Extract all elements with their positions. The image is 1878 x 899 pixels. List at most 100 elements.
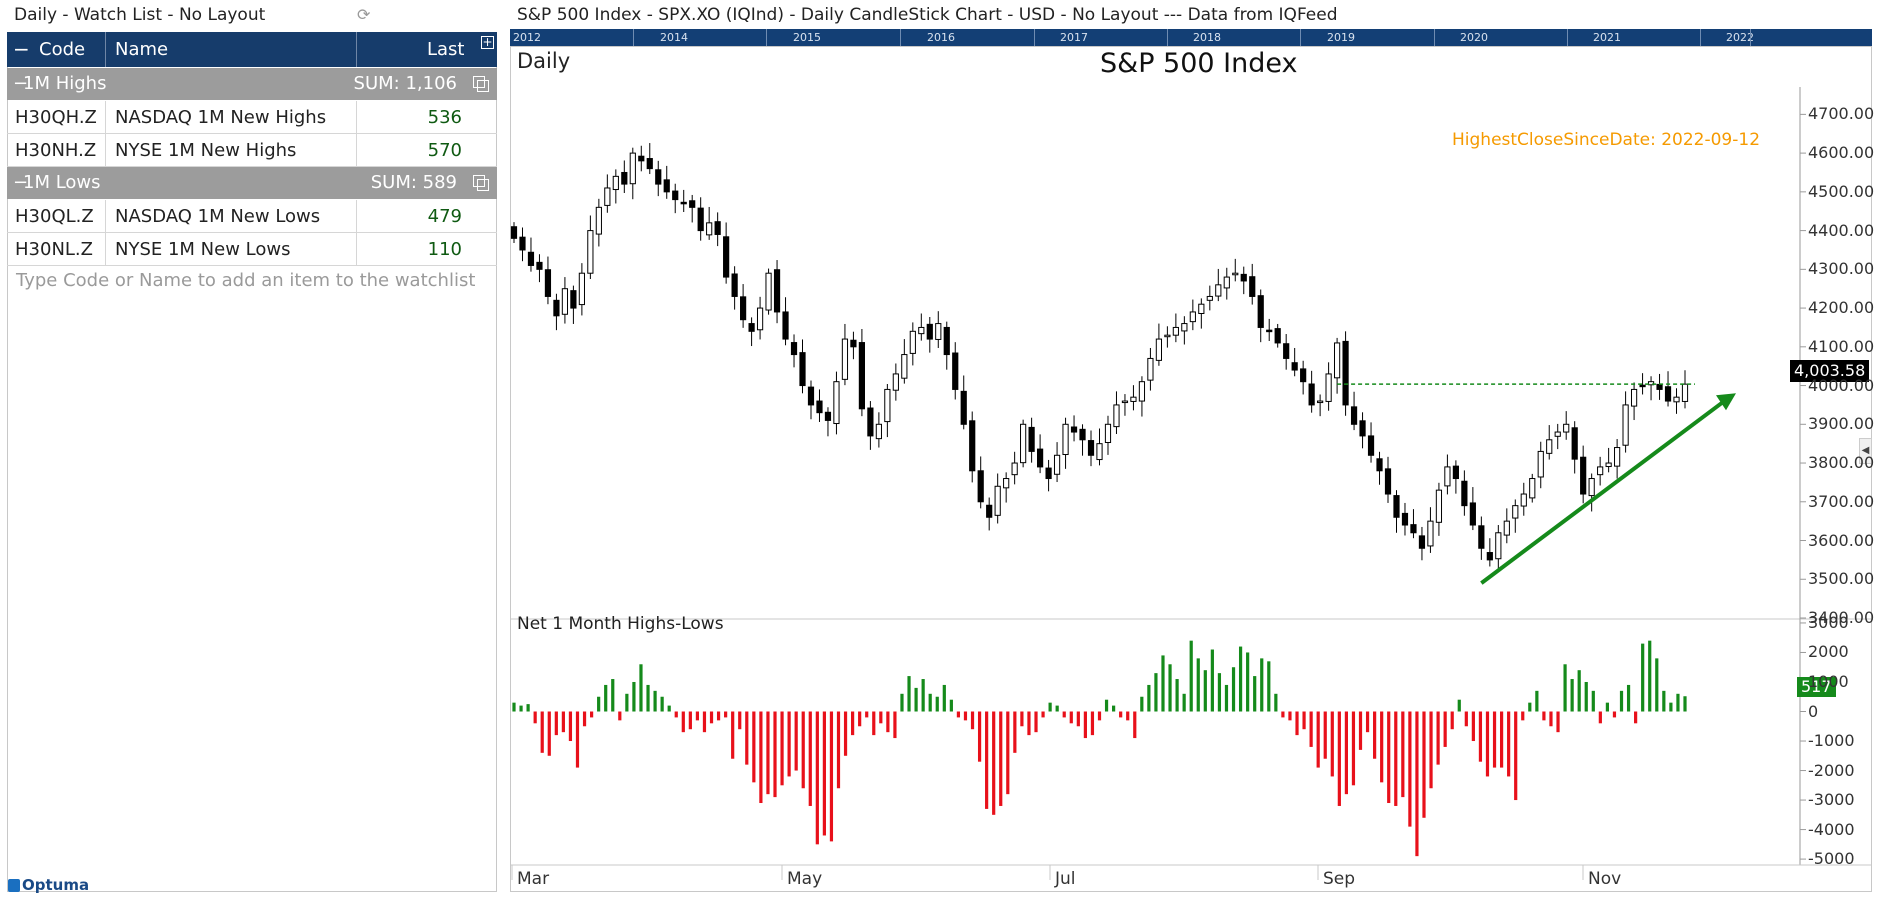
expand-icon[interactable]: + xyxy=(481,35,494,49)
price-axis-label: 3700.00 xyxy=(1808,491,1875,511)
price-axis-label: 4100.00 xyxy=(1808,336,1875,356)
net-highs-lows-bar xyxy=(1168,664,1172,712)
net-highs-lows-bar xyxy=(1605,702,1610,712)
add-item-input[interactable]: Type Code or Name to add an item to the … xyxy=(16,270,476,291)
candle-body xyxy=(672,190,679,201)
net-highs-lows-bar xyxy=(1288,711,1292,721)
candle-body xyxy=(1580,456,1587,495)
collapse-group-icon[interactable]: − xyxy=(13,172,29,193)
column-header-last[interactable]: Last xyxy=(427,39,465,60)
net-highs-lows-bar xyxy=(1556,711,1560,733)
refresh-icon[interactable]: ⟳ xyxy=(357,5,371,24)
collapse-group-icon[interactable]: − xyxy=(13,73,29,94)
logo-text: Optuma xyxy=(22,876,90,894)
candle-body xyxy=(714,221,721,235)
net-highs-lows-bar xyxy=(1365,711,1370,733)
candle-body xyxy=(578,272,585,306)
candle-body xyxy=(1563,423,1570,433)
net-highs-lows-bar xyxy=(1055,705,1059,712)
candle-body xyxy=(1232,272,1239,276)
price-axis-label: 4600.00 xyxy=(1808,143,1875,163)
timeline-navigator[interactable]: 2012 2014 2015 2016 2017 2018 2019 2020 … xyxy=(510,29,1872,46)
net-highs-lows-bar xyxy=(1485,711,1490,777)
net-highs-lows-bar xyxy=(893,711,897,739)
net-highs-lows-bar xyxy=(1069,711,1073,724)
net-highs-lows-bar xyxy=(589,711,594,718)
column-divider[interactable] xyxy=(356,32,357,67)
candle-body xyxy=(519,236,526,251)
candle-body xyxy=(969,420,976,472)
net-highs-lows-bar xyxy=(1020,711,1024,727)
copy-icon[interactable] xyxy=(473,76,489,92)
net-highs-lows-bar xyxy=(1401,711,1405,798)
row-code: H30QL.Z xyxy=(15,206,94,227)
column-header-code[interactable]: Code xyxy=(39,39,86,60)
candle-body xyxy=(553,299,560,317)
candle-body xyxy=(1401,512,1409,526)
candle-body xyxy=(1070,426,1078,433)
net-highs-lows-bar xyxy=(1126,711,1130,721)
net-highs-lows-bar xyxy=(1119,711,1123,718)
chart-canvas[interactable] xyxy=(510,46,1872,892)
group-header-1m-lows[interactable]: − 1M Lows SUM: 589 xyxy=(7,167,497,199)
net-highs-lows-bar xyxy=(1302,711,1306,730)
candle-body xyxy=(1495,532,1502,560)
column-divider[interactable] xyxy=(105,32,106,67)
net-highs-lows-bar xyxy=(1619,690,1624,712)
candle-body xyxy=(1181,323,1188,332)
net-highs-lows-bar xyxy=(907,676,911,712)
candle-body xyxy=(646,158,653,170)
indicator-title: Net 1 Month Highs-Lows xyxy=(517,614,724,634)
collapse-all-icon[interactable]: − xyxy=(13,37,30,61)
watchlist-row[interactable]: H30NH.Z NYSE 1M New Highs 570 xyxy=(7,134,497,167)
net-highs-lows-bar xyxy=(1104,699,1109,712)
net-highs-lows-bar xyxy=(780,711,784,786)
candle-body xyxy=(1053,454,1061,475)
net-highs-lows-bar xyxy=(752,711,756,783)
candle-body xyxy=(1393,495,1400,518)
net-highs-lows-bar xyxy=(688,711,692,730)
net-highs-lows-bar xyxy=(1655,658,1659,712)
net-highs-lows-bar xyxy=(766,711,770,795)
price-axis-label: 3400.00 xyxy=(1808,608,1875,627)
net-highs-lows-bar xyxy=(1422,711,1426,818)
copy-icon[interactable] xyxy=(473,175,489,191)
candle-body xyxy=(1011,462,1018,476)
net-highs-lows-bar xyxy=(731,711,735,759)
group-header-1m-highs[interactable]: − 1M Highs SUM: 1,106 xyxy=(7,68,497,100)
date-axis-label: Jul xyxy=(1055,869,1076,889)
candle-body xyxy=(867,407,874,437)
net-highs-lows-bar xyxy=(1471,711,1475,742)
candle-body xyxy=(1223,276,1230,289)
candle-body xyxy=(782,311,789,340)
candle-body xyxy=(1104,423,1112,444)
net-highs-lows-bar xyxy=(1253,676,1257,712)
collapse-panel-arrow-icon[interactable]: ◀ xyxy=(1859,438,1872,464)
net-highs-lows-bar xyxy=(526,704,530,712)
candle-body xyxy=(858,342,866,410)
group-label: 1M Highs xyxy=(23,73,107,94)
net-highs-lows-bar xyxy=(942,684,946,712)
candle-body xyxy=(680,201,687,205)
candle-body xyxy=(816,400,823,414)
candle-body xyxy=(892,373,899,391)
net-highs-lows-bar xyxy=(1034,711,1038,733)
watchlist-row[interactable]: H30NL.Z NYSE 1M New Lows 110 xyxy=(7,233,497,266)
trend-line xyxy=(1480,399,1726,585)
candle-body xyxy=(1359,420,1366,437)
candle-body xyxy=(1333,342,1341,379)
net-highs-lows-bar xyxy=(914,687,918,712)
net-highs-lows-bar xyxy=(1147,684,1151,712)
optuma-logo: Optuma xyxy=(8,876,89,894)
timeline-year: 2021 xyxy=(1593,31,1621,44)
net-highs-lows-bar xyxy=(1577,670,1581,712)
watchlist-row[interactable]: H30QL.Z NASDAQ 1M New Lows 479 xyxy=(7,200,497,233)
net-highs-lows-bar xyxy=(547,711,551,756)
net-highs-lows-bar xyxy=(724,711,728,718)
row-code: H30NL.Z xyxy=(15,239,93,260)
net-highs-lows-bar xyxy=(1408,711,1412,827)
candle-body xyxy=(1308,383,1315,406)
chart-frame[interactable] xyxy=(510,46,1872,892)
watchlist-row[interactable]: H30QH.Z NASDAQ 1M New Highs 536 xyxy=(7,101,497,134)
column-header-name[interactable]: Name xyxy=(115,39,169,60)
